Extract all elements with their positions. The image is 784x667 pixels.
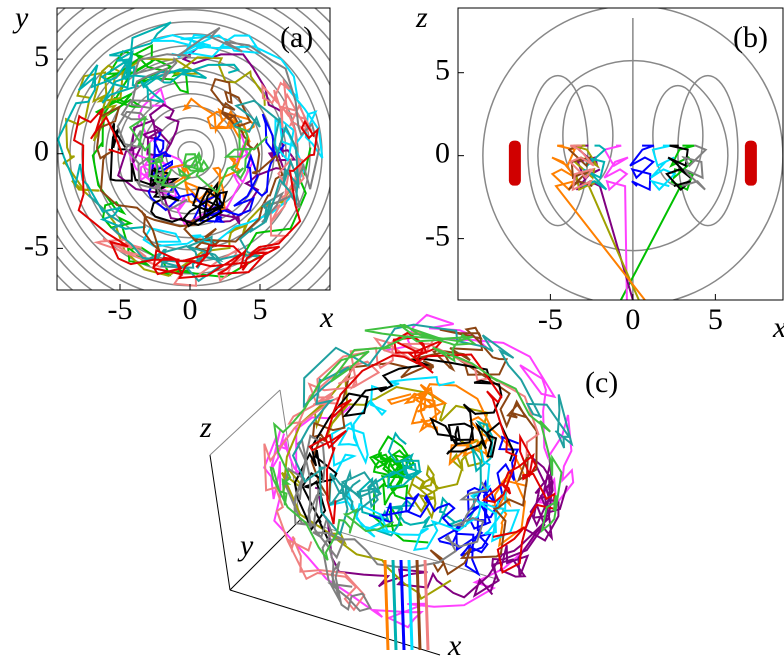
trajectory (415, 559, 422, 651)
x-tick-label: 0 (183, 293, 198, 326)
trajectory (568, 144, 596, 192)
plot-3d (263, 313, 575, 651)
x-axis (229, 589, 441, 656)
trajectory (649, 144, 677, 192)
contour (57, 9, 330, 290)
trajectory (567, 144, 593, 191)
trajectory (629, 144, 656, 192)
y-tick-label: 5 (435, 54, 450, 87)
box-edge (209, 389, 281, 456)
x-tick-label: 5 (708, 303, 723, 336)
x-tick-label: -5 (538, 303, 563, 336)
z-axis (209, 454, 231, 591)
trajectory (582, 144, 608, 191)
trajectory (383, 559, 390, 651)
x-tick-label: 5 (253, 293, 268, 326)
x-tick-label: 0 (625, 303, 640, 336)
y-tick-label: 5 (34, 40, 49, 73)
contour (537, 59, 729, 252)
trajectory (399, 559, 406, 651)
trajectory (391, 559, 398, 651)
y-tick-label: -5 (425, 220, 450, 253)
trajectory (314, 457, 568, 599)
panel-label: (c) (585, 366, 618, 399)
axis-label: z (199, 411, 212, 444)
trajectory (603, 144, 629, 300)
x-axis-label: x (319, 301, 334, 334)
panel-label: (b) (733, 21, 768, 54)
trajectory (308, 331, 556, 574)
trajectory (57, 21, 241, 230)
trajectory (283, 434, 489, 613)
trajectory (291, 323, 574, 537)
trajectory (72, 108, 320, 280)
x-axis-label: x (772, 311, 784, 344)
box-edge (299, 519, 501, 581)
trajectory (62, 56, 298, 277)
plot-area (482, 8, 783, 300)
trajectory (269, 323, 563, 561)
trajectory (310, 326, 538, 576)
trajectory (95, 78, 284, 258)
trajectory (573, 144, 640, 300)
trajectory (328, 376, 521, 552)
y-axis-label: y (12, 1, 29, 34)
frame (457, 7, 784, 301)
cluster (744, 140, 757, 186)
axis-label: y (237, 529, 254, 562)
frame (56, 7, 331, 291)
trajectory (263, 331, 540, 612)
y-tick-label: -5 (24, 229, 49, 262)
y-tick-label: 0 (435, 137, 450, 170)
trajectory (423, 559, 430, 651)
cluster (508, 140, 521, 186)
trajectory (386, 383, 528, 548)
y-axis-label: z (415, 1, 428, 34)
y-axis (229, 519, 301, 591)
trajectory (619, 144, 695, 300)
y-tick-label: 0 (34, 135, 49, 168)
trajectory (368, 435, 520, 577)
contour (177, 140, 203, 167)
trajectory (116, 26, 320, 224)
trajectory (407, 559, 414, 651)
trajectory (665, 144, 692, 192)
trajectory (128, 115, 269, 194)
trajectory (681, 144, 708, 191)
axis-label: x (447, 629, 462, 662)
trajectory (109, 122, 229, 228)
trajectory (142, 33, 324, 248)
panel-label: (a) (280, 21, 313, 54)
x-tick-label: -5 (108, 293, 133, 326)
